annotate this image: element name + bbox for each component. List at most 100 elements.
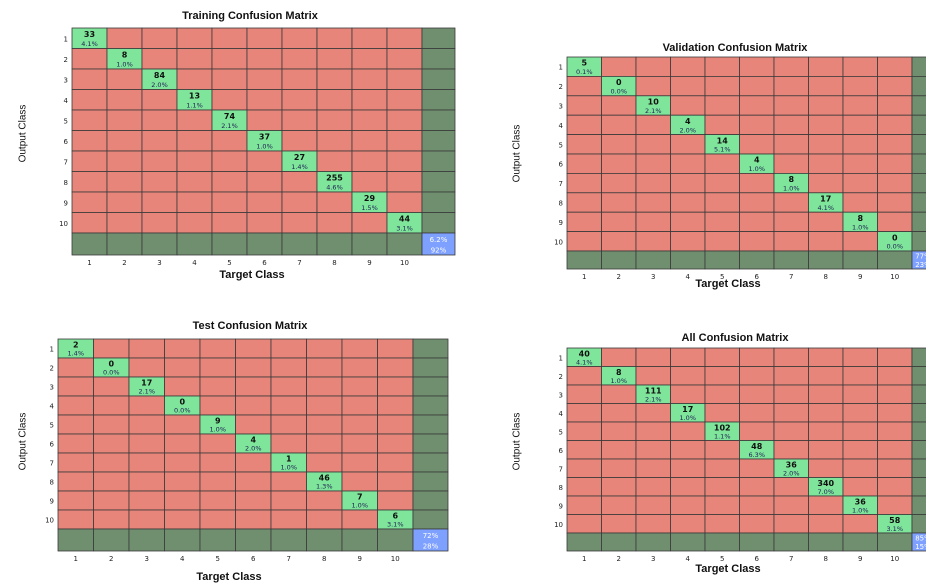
off-diagonal-cell [141,150,178,172]
off-diagonal-cell [877,421,913,441]
off-diagonal-cell [877,440,913,460]
diagonal-count-label: 17 [682,405,693,414]
off-diagonal-cell [106,109,143,131]
off-diagonal-cell [773,495,809,515]
diagonal-count-label: 33 [84,30,95,39]
summary-cell [911,192,926,213]
off-diagonal-cell [601,347,637,367]
summary-cell [412,395,449,416]
off-diagonal-cell [773,514,809,534]
summary-cell [106,232,143,256]
off-diagonal-cell [106,150,143,172]
off-diagonal-cell [635,440,671,460]
summary-cell [281,232,318,256]
off-diagonal-cell [341,414,378,435]
y-tick-label: 9 [559,219,563,227]
summary-cell [601,532,637,552]
off-diagonal-cell [141,48,178,70]
summary-cell [911,458,926,478]
validation-title: Validation Confusion Matrix [662,42,808,54]
off-diagonal-cell [601,384,637,404]
total-error-label: 28% [423,542,439,550]
summary-cell [57,528,94,552]
off-diagonal-cell [670,495,706,515]
diagonal-percent-label: 1.0% [209,426,226,434]
off-diagonal-cell [281,68,318,90]
off-diagonal-cell [235,452,272,473]
off-diagonal-cell [71,48,108,70]
test-xlabel: Target Class [196,571,262,583]
off-diagonal-cell [670,56,706,77]
off-diagonal-cell [235,357,272,378]
diagonal-percent-label: 0.0% [886,243,903,251]
off-diagonal-cell [270,395,307,416]
diagonal-percent-label: 2.0% [245,445,262,453]
x-tick-label: 9 [367,259,371,267]
off-diagonal-cell [773,347,809,367]
summary-cell [235,528,272,552]
diagonal-count-label: 74 [224,112,236,121]
off-diagonal-cell [670,366,706,386]
off-diagonal-cell [235,471,272,492]
summary-cell [566,532,602,552]
x-tick-label: 4 [192,259,197,267]
x-tick-label: 4 [686,273,691,281]
off-diagonal-cell [351,130,388,152]
off-diagonal-cell [211,89,248,111]
off-diagonal-cell [704,211,740,232]
diagonal-percent-label: 1.0% [351,502,368,510]
summary-cell [421,89,456,111]
off-diagonal-cell [306,433,343,454]
off-diagonal-cell [704,514,740,534]
test-ylabel: Output Class [17,412,29,471]
diagonal-percent-label: 1.4% [67,350,84,358]
diagonal-count-label: 6 [392,512,398,521]
off-diagonal-cell [877,384,913,404]
off-diagonal-cell [773,384,809,404]
summary-cell [911,134,926,155]
x-tick-label: 2 [617,273,621,281]
off-diagonal-cell [57,490,94,511]
y-tick-label: 4 [559,410,564,418]
off-diagonal-cell [71,130,108,152]
off-diagonal-cell [566,458,602,478]
summary-cell [911,421,926,441]
off-diagonal-cell [670,211,706,232]
off-diagonal-cell [773,192,809,213]
y-tick-label: 5 [559,141,563,149]
off-diagonal-cell [842,514,878,534]
off-diagonal-cell [351,68,388,90]
off-diagonal-cell [306,357,343,378]
diagonal-percent-label: 1.1% [714,432,731,440]
diagonal-percent-label: 3.1% [396,225,413,233]
summary-cell [877,250,913,270]
off-diagonal-cell [164,452,201,473]
summary-cell [412,471,449,492]
off-diagonal-cell [566,231,602,252]
summary-cell [164,528,201,552]
off-diagonal-cell [739,403,775,423]
off-diagonal-cell [57,433,94,454]
x-tick-label: 3 [157,259,161,267]
y-tick-label: 7 [559,465,563,473]
off-diagonal-cell [164,414,201,435]
off-diagonal-cell [601,440,637,460]
summary-cell [773,532,809,552]
off-diagonal-cell [128,414,165,435]
off-diagonal-cell [773,211,809,232]
diagonal-percent-label: 1.0% [610,377,627,385]
off-diagonal-cell [106,212,143,234]
x-tick-label: 3 [651,555,655,563]
off-diagonal-cell [566,514,602,534]
off-diagonal-cell [316,48,353,70]
off-diagonal-cell [386,150,423,172]
off-diagonal-cell [306,395,343,416]
off-diagonal-cell [842,134,878,155]
diagonal-count-label: 0 [892,233,898,242]
diagonal-percent-label: 1.3% [316,483,333,491]
x-tick-label: 2 [109,555,113,563]
off-diagonal-cell [773,75,809,97]
off-diagonal-cell [128,490,165,511]
diagonal-percent-label: 1.0% [679,414,696,422]
y-tick-label: 3 [559,103,563,111]
